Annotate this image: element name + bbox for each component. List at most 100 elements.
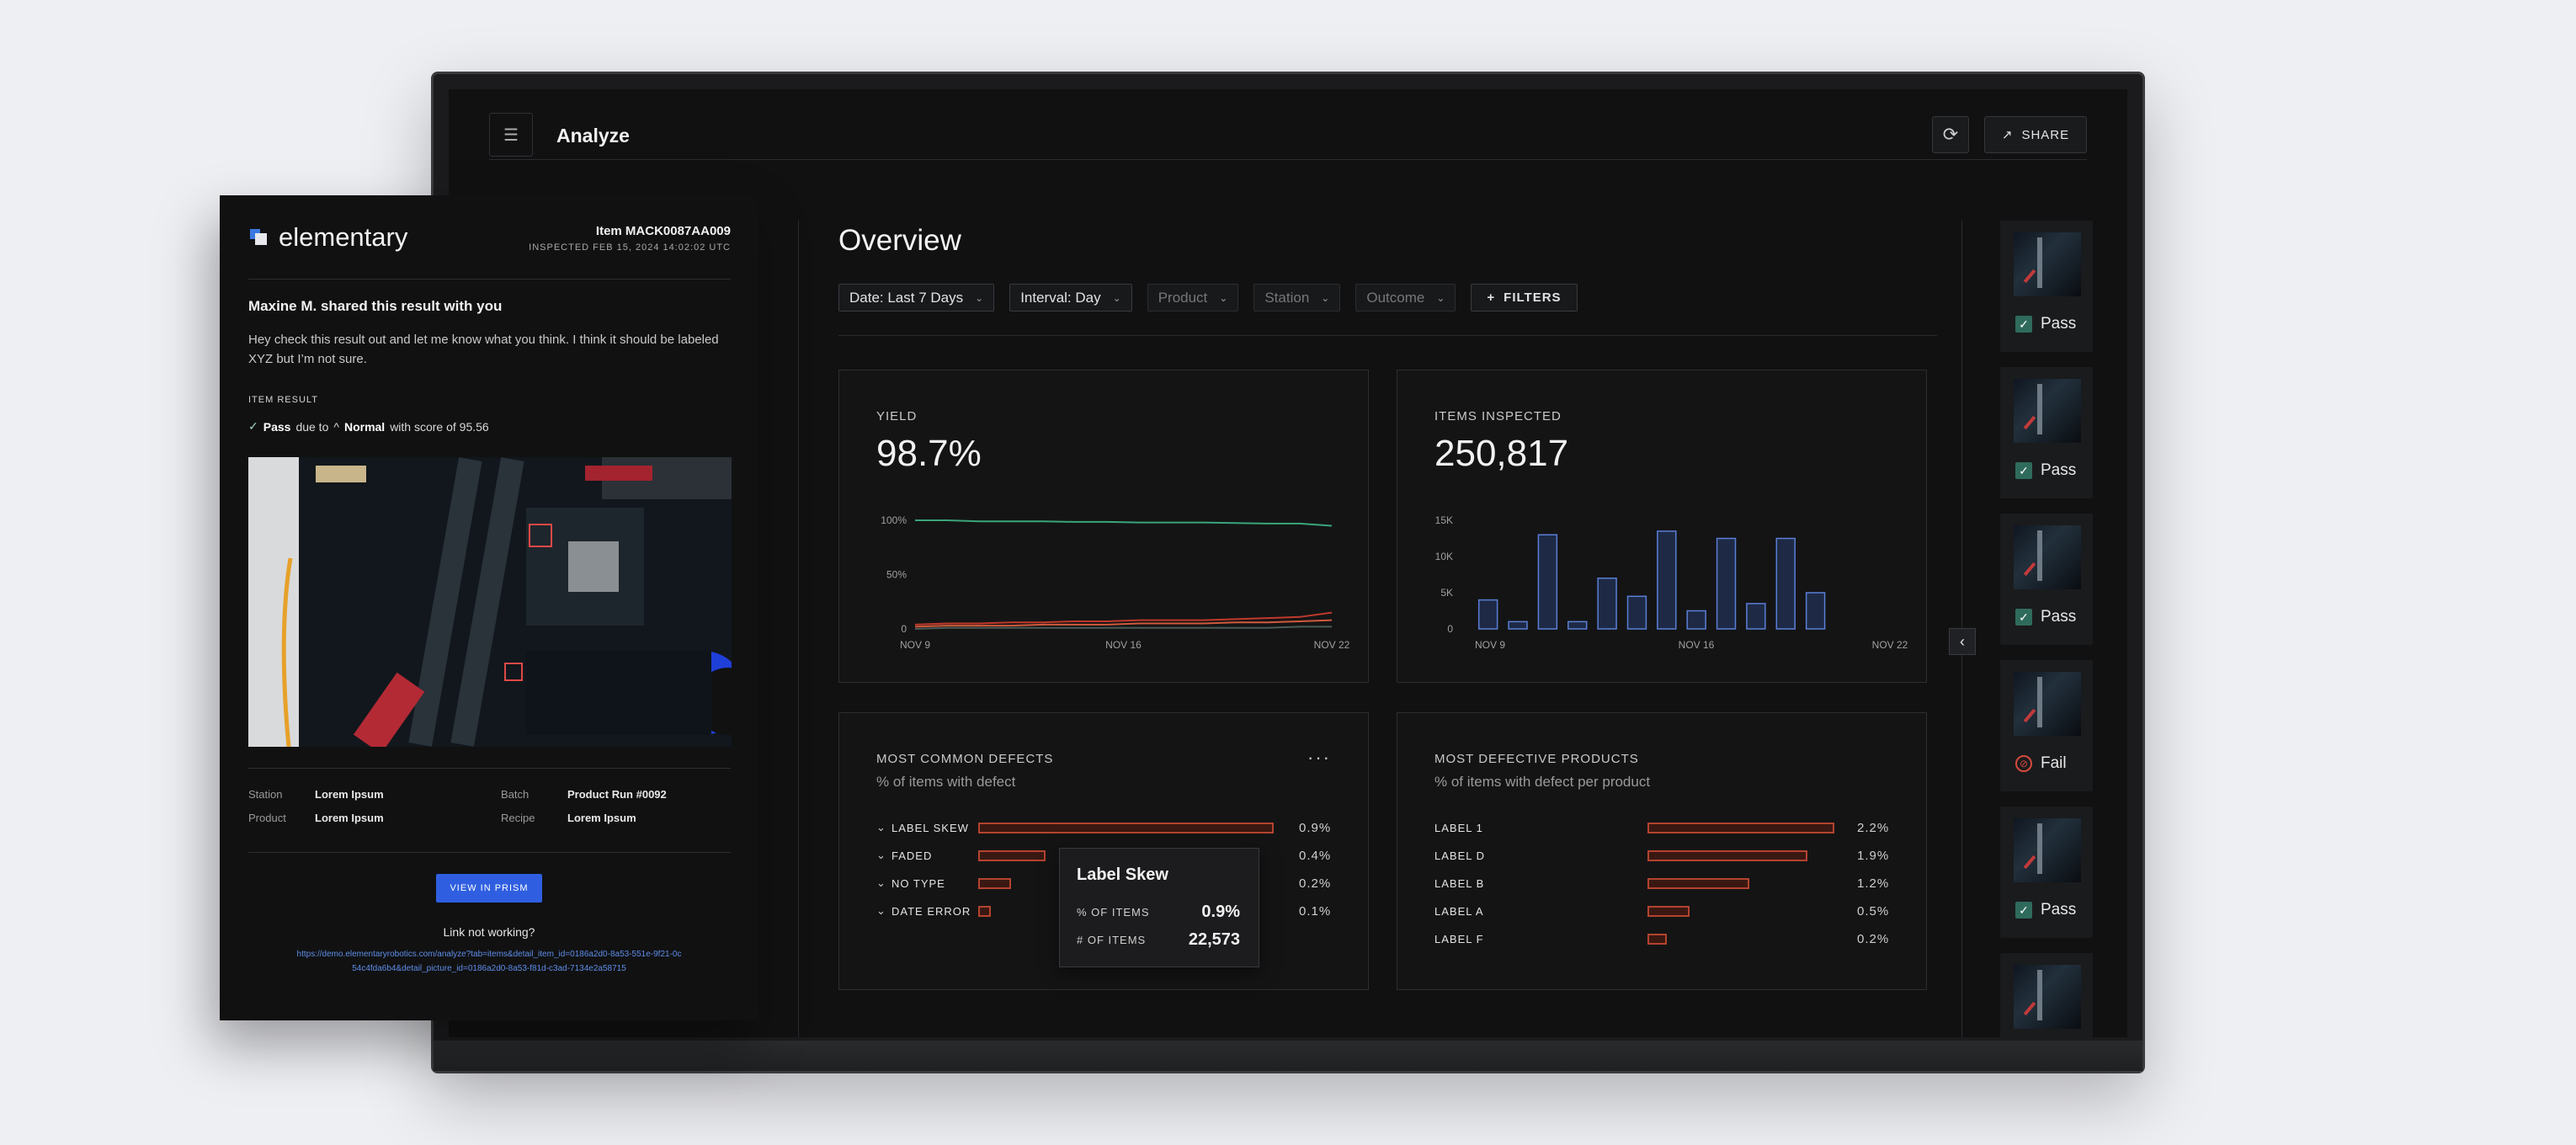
defect-bar <box>978 850 1046 861</box>
product-row[interactable]: LABEL D <box>1434 847 1485 864</box>
chevron-down-icon: ⌄ <box>876 904 886 917</box>
recipe-key: Recipe <box>501 812 535 824</box>
station-value: Lorem Ipsum <box>315 788 384 801</box>
share-button[interactable]: ↗ SHARE <box>1984 116 2087 153</box>
recipe-value: Lorem Ipsum <box>567 812 636 824</box>
status-label: Pass <box>2041 461 2077 479</box>
fallback-url-link[interactable]: https://demo.elementaryrobotics.com/anal… <box>296 950 682 973</box>
thumbnail-item[interactable]: ⊘ Fail <box>2000 660 2093 791</box>
defect-pct: 0.4% <box>1299 849 1332 863</box>
items-bar <box>1597 578 1617 630</box>
items-inspected-card: ITEMS INSPECTED 250,817 15K 10K 5K 0 NOV 9 NO… <box>1397 370 1927 683</box>
filter-product[interactable]: Product ⌄ <box>1147 284 1239 312</box>
tooltip-row: # OF ITEMS 22,573 <box>1077 930 1240 950</box>
thumbnail-item[interactable] <box>2000 953 2093 1037</box>
product-row[interactable]: LABEL F <box>1434 930 1484 947</box>
inspection-image <box>248 457 732 747</box>
view-in-prism-button[interactable]: VIEW IN PRISM <box>436 874 542 903</box>
thumbnail-status: ✓ Pass <box>2015 315 2076 333</box>
overview-title: Overview <box>838 224 961 257</box>
chevron-down-icon: ⌄ <box>1112 291 1121 304</box>
item-id: Item MACK0087AA009 <box>595 224 731 238</box>
product-row[interactable]: LABEL B <box>1434 875 1484 892</box>
hamburger-icon: ☰ <box>503 125 519 145</box>
items-bar <box>1805 592 1826 630</box>
items-bar <box>1567 620 1588 630</box>
monitor-bezel-bottom <box>434 1041 2142 1071</box>
more-options-button[interactable]: ··· <box>1307 747 1331 768</box>
y-tick-label: 15K <box>1435 514 1453 526</box>
yield-series-line <box>915 519 1333 527</box>
batch-value: Product Run #0092 <box>567 788 667 801</box>
thumbnail-image <box>2014 672 2081 736</box>
yield-label: YIELD <box>876 409 918 423</box>
item-metadata: Station Lorem Ipsum Batch Product Run #0… <box>248 788 732 837</box>
divider <box>248 768 731 769</box>
refresh-icon: ⟳ <box>1942 124 1959 145</box>
item-result-line: ✓ Pass due to ^ Normal with score of 95.… <box>248 419 489 434</box>
hamburger-menu-button[interactable]: ☰ <box>489 113 533 157</box>
check-icon: ✓ <box>2015 462 2032 479</box>
products-subtitle: % of items with defect per product <box>1434 774 1651 790</box>
collapse-panel-button[interactable]: ‹ <box>1949 628 1976 655</box>
product-pct: 0.5% <box>1857 904 1890 919</box>
filter-date[interactable]: Date: Last 7 Days ⌄ <box>838 284 995 312</box>
thumbnail-item[interactable]: ✓ Pass <box>2000 807 2093 938</box>
email-panel-divider <box>798 221 799 1037</box>
defective-products-card: MOST DEFECTIVE PRODUCTS % of items with … <box>1397 712 1927 990</box>
product-row[interactable]: LABEL A <box>1434 903 1484 919</box>
check-icon: ✓ <box>248 419 258 433</box>
item-result-label: ITEM RESULT <box>248 395 318 405</box>
yield-value: 98.7% <box>876 433 982 474</box>
defect-row[interactable]: ⌄ DATE ERROR <box>876 903 971 919</box>
motherboard-photo <box>248 457 732 747</box>
shared-result-email: elementary Item MACK0087AA009 INSPECTED … <box>220 195 758 1020</box>
filter-station[interactable]: Station ⌄ <box>1253 284 1341 312</box>
filter-interval[interactable]: Interval: Day ⌄ <box>1009 284 1132 312</box>
defect-row[interactable]: ⌄ NO TYPE <box>876 875 945 892</box>
elementary-logo-icon <box>248 227 269 248</box>
tooltip-key: # OF ITEMS <box>1077 934 1147 946</box>
chevron-double-down-icon: ⌄ <box>876 821 886 833</box>
page-title: Analyze <box>556 125 630 146</box>
thumbnail-image <box>2014 525 2081 589</box>
defect-bar <box>978 906 991 917</box>
items-bar <box>1716 537 1737 630</box>
filter-outcome[interactable]: Outcome ⌄ <box>1355 284 1456 312</box>
items-value: 250,817 <box>1434 433 1569 474</box>
filter-bar: Date: Last 7 Days ⌄ Interval: Day ⌄ Produc… <box>838 284 1578 312</box>
product-name: LABEL 1 <box>1434 821 1483 834</box>
items-bar-chart: 15K 10K 5K 0 NOV 9 NOV 16 NOV 22 <box>1435 514 1908 651</box>
defect-pct: 0.9% <box>1299 821 1332 835</box>
thumbnail-status: ✓ Pass <box>2015 901 2076 919</box>
thumbnail-item[interactable]: ✓ Pass <box>2000 221 2093 352</box>
share-label: SHARE <box>2021 127 2070 142</box>
filters-button[interactable]: + FILTERS <box>1471 284 1578 312</box>
product-bar <box>1647 823 1834 833</box>
thumbnail-item[interactable]: ✓ Pass <box>2000 367 2093 498</box>
x-tick-label: NOV 16 <box>1679 639 1715 651</box>
product-bar <box>1647 906 1690 917</box>
defect-row[interactable]: ⌄ FADED <box>876 847 932 864</box>
common-defects-card: MOST COMMON DEFECTS % of items with defe… <box>838 712 1369 990</box>
chevron-down-icon: ⌄ <box>1219 291 1228 304</box>
tooltip-value: 22,573 <box>1188 930 1240 949</box>
product-name: LABEL A <box>1434 904 1484 918</box>
refresh-button[interactable]: ⟳ <box>1932 116 1969 153</box>
status-label: Fail <box>2041 754 2067 772</box>
defect-row[interactable]: ⌄ LABEL SKEW <box>876 819 969 836</box>
thumbnail-status: ✓ Pass <box>2015 608 2076 626</box>
product-name: LABEL B <box>1434 876 1485 890</box>
thumbnail-item[interactable]: ✓ Pass <box>2000 514 2093 645</box>
defect-name: FADED <box>891 849 933 862</box>
chevron-left-icon: ‹ <box>1960 632 1965 650</box>
filter-station-label: Station <box>1264 289 1310 306</box>
x-tick-label: NOV 16 <box>1105 639 1142 651</box>
brand-name: elementary <box>279 222 408 252</box>
defect-bar <box>978 878 1011 889</box>
thumbnail-list: ✓ Pass ✓ Pass ✓ Pass ⊘ Fail ✓ Pass <box>2000 221 2093 1037</box>
product-pct: 0.2% <box>1857 932 1890 946</box>
product-row[interactable]: LABEL 1 <box>1434 819 1483 836</box>
defect-pct: 0.2% <box>1299 876 1332 891</box>
yield-series-line <box>914 611 1333 626</box>
